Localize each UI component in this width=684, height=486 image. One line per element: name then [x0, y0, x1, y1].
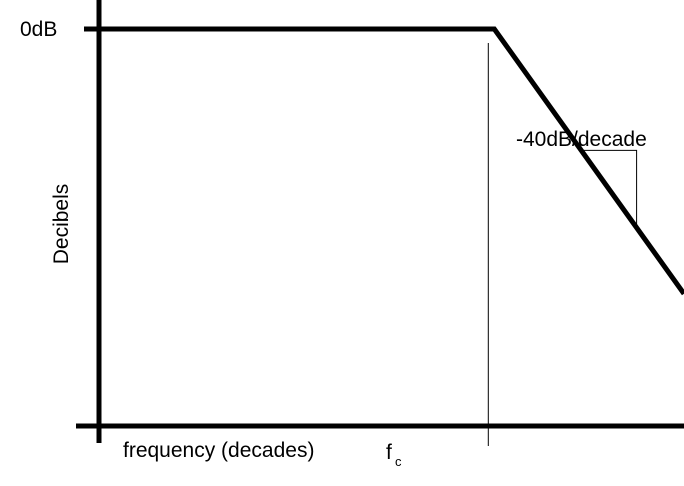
y-tick-label: 0dB: [20, 18, 57, 41]
slope-triangle: [581, 149, 638, 228]
series-magnitude-response: [99, 26, 684, 296]
corner-frequency-subscript: c: [395, 454, 402, 469]
y-axis-label: Decibels: [50, 184, 73, 265]
slope-label: -40dB/decade: [516, 128, 647, 151]
x-axis-label: frequency (decades): [123, 439, 314, 462]
corner-frequency-label: f: [386, 441, 392, 464]
